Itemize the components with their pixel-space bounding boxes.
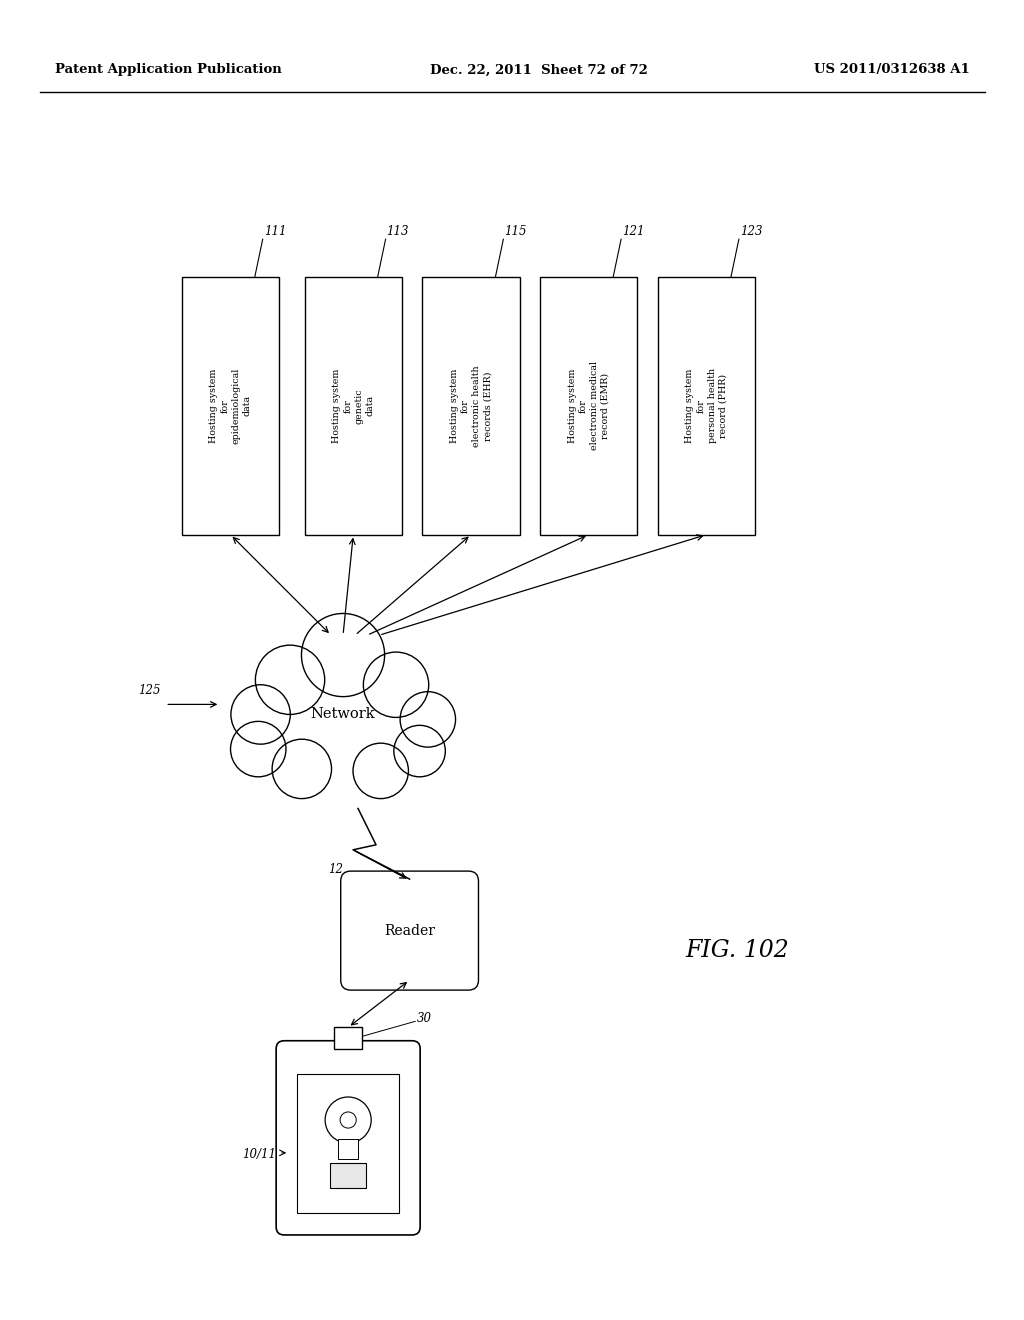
FancyBboxPatch shape (541, 277, 637, 535)
FancyBboxPatch shape (658, 277, 756, 535)
FancyBboxPatch shape (423, 277, 520, 535)
Text: Hosting system
for
electronic medical
record (EMR): Hosting system for electronic medical re… (567, 362, 610, 450)
FancyBboxPatch shape (276, 1040, 420, 1236)
Text: 30: 30 (417, 1012, 432, 1026)
Text: Hosting system
for
personal health
record (PHR): Hosting system for personal health recor… (685, 368, 728, 444)
Text: 115: 115 (505, 226, 527, 238)
Text: 121: 121 (623, 226, 645, 238)
Text: FIG. 102: FIG. 102 (685, 939, 790, 962)
FancyBboxPatch shape (305, 277, 401, 535)
Text: US 2011/0312638 A1: US 2011/0312638 A1 (814, 63, 970, 77)
Circle shape (303, 710, 383, 788)
Circle shape (229, 684, 292, 746)
Circle shape (229, 719, 288, 779)
FancyBboxPatch shape (341, 871, 478, 990)
Text: 125: 125 (138, 684, 161, 697)
Text: 113: 113 (387, 226, 410, 238)
FancyBboxPatch shape (297, 1073, 399, 1213)
Text: Reader: Reader (384, 924, 435, 937)
Circle shape (392, 725, 446, 777)
Circle shape (270, 738, 333, 800)
Text: 123: 123 (740, 226, 763, 238)
FancyBboxPatch shape (338, 1139, 358, 1159)
Text: Hosting system
for
electronic health
records (EHR): Hosting system for electronic health rec… (450, 366, 493, 446)
Text: Hosting system
for
genetic
data: Hosting system for genetic data (332, 368, 375, 444)
FancyBboxPatch shape (334, 1027, 362, 1048)
Text: Dec. 22, 2011  Sheet 72 of 72: Dec. 22, 2011 Sheet 72 of 72 (430, 63, 648, 77)
Circle shape (326, 1097, 372, 1143)
FancyBboxPatch shape (331, 1163, 367, 1188)
Text: Network: Network (310, 708, 376, 722)
Text: Hosting system
for
epidemiological
data: Hosting system for epidemiological data (209, 368, 252, 444)
Text: 10/11: 10/11 (242, 1148, 276, 1160)
Circle shape (286, 652, 400, 767)
Circle shape (361, 651, 430, 719)
FancyBboxPatch shape (182, 277, 279, 535)
Text: Patent Application Publication: Patent Application Publication (55, 63, 282, 77)
Circle shape (254, 643, 327, 717)
Circle shape (299, 611, 387, 698)
Circle shape (351, 742, 410, 800)
Circle shape (340, 1111, 356, 1129)
Text: 111: 111 (264, 226, 287, 238)
Circle shape (398, 690, 457, 748)
Text: 12: 12 (328, 863, 343, 876)
